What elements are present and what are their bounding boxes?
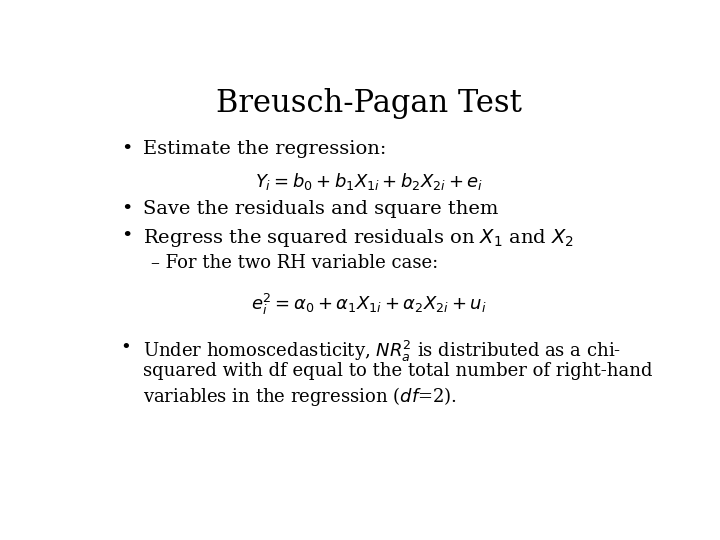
Text: Estimate the regression:: Estimate the regression:: [143, 140, 387, 158]
Text: $Y_i = b_0 + b_1 X_{1i} + b_2 X_{2i} + e_i$: $Y_i = b_0 + b_1 X_{1i} + b_2 X_{2i} + e…: [255, 171, 483, 192]
Text: •: •: [121, 227, 132, 245]
Text: •: •: [121, 140, 132, 158]
Text: Breusch-Pagan Test: Breusch-Pagan Test: [216, 87, 522, 119]
Text: $e_i^2 = \alpha_0 + \alpha_1 X_{1i} + \alpha_2 X_{2i} + u_i$: $e_i^2 = \alpha_0 + \alpha_1 X_{1i} + \a…: [251, 292, 487, 316]
Text: •: •: [121, 200, 132, 218]
Text: Save the residuals and square them: Save the residuals and square them: [143, 200, 498, 218]
Text: variables in the regression ($\mathit{df}$=2).: variables in the regression ($\mathit{df…: [143, 385, 457, 408]
Text: squared with df equal to the total number of right-hand: squared with df equal to the total numbe…: [143, 362, 652, 380]
Text: Under homoscedasticity, $NR_a^2$ is distributed as a chi-: Under homoscedasticity, $NR_a^2$ is dist…: [143, 339, 621, 364]
Text: •: •: [121, 339, 132, 357]
Text: Regress the squared residuals on $X_1$ and $X_2$: Regress the squared residuals on $X_1$ a…: [143, 227, 574, 249]
Text: – For the two RH variable case:: – For the two RH variable case:: [151, 254, 438, 272]
